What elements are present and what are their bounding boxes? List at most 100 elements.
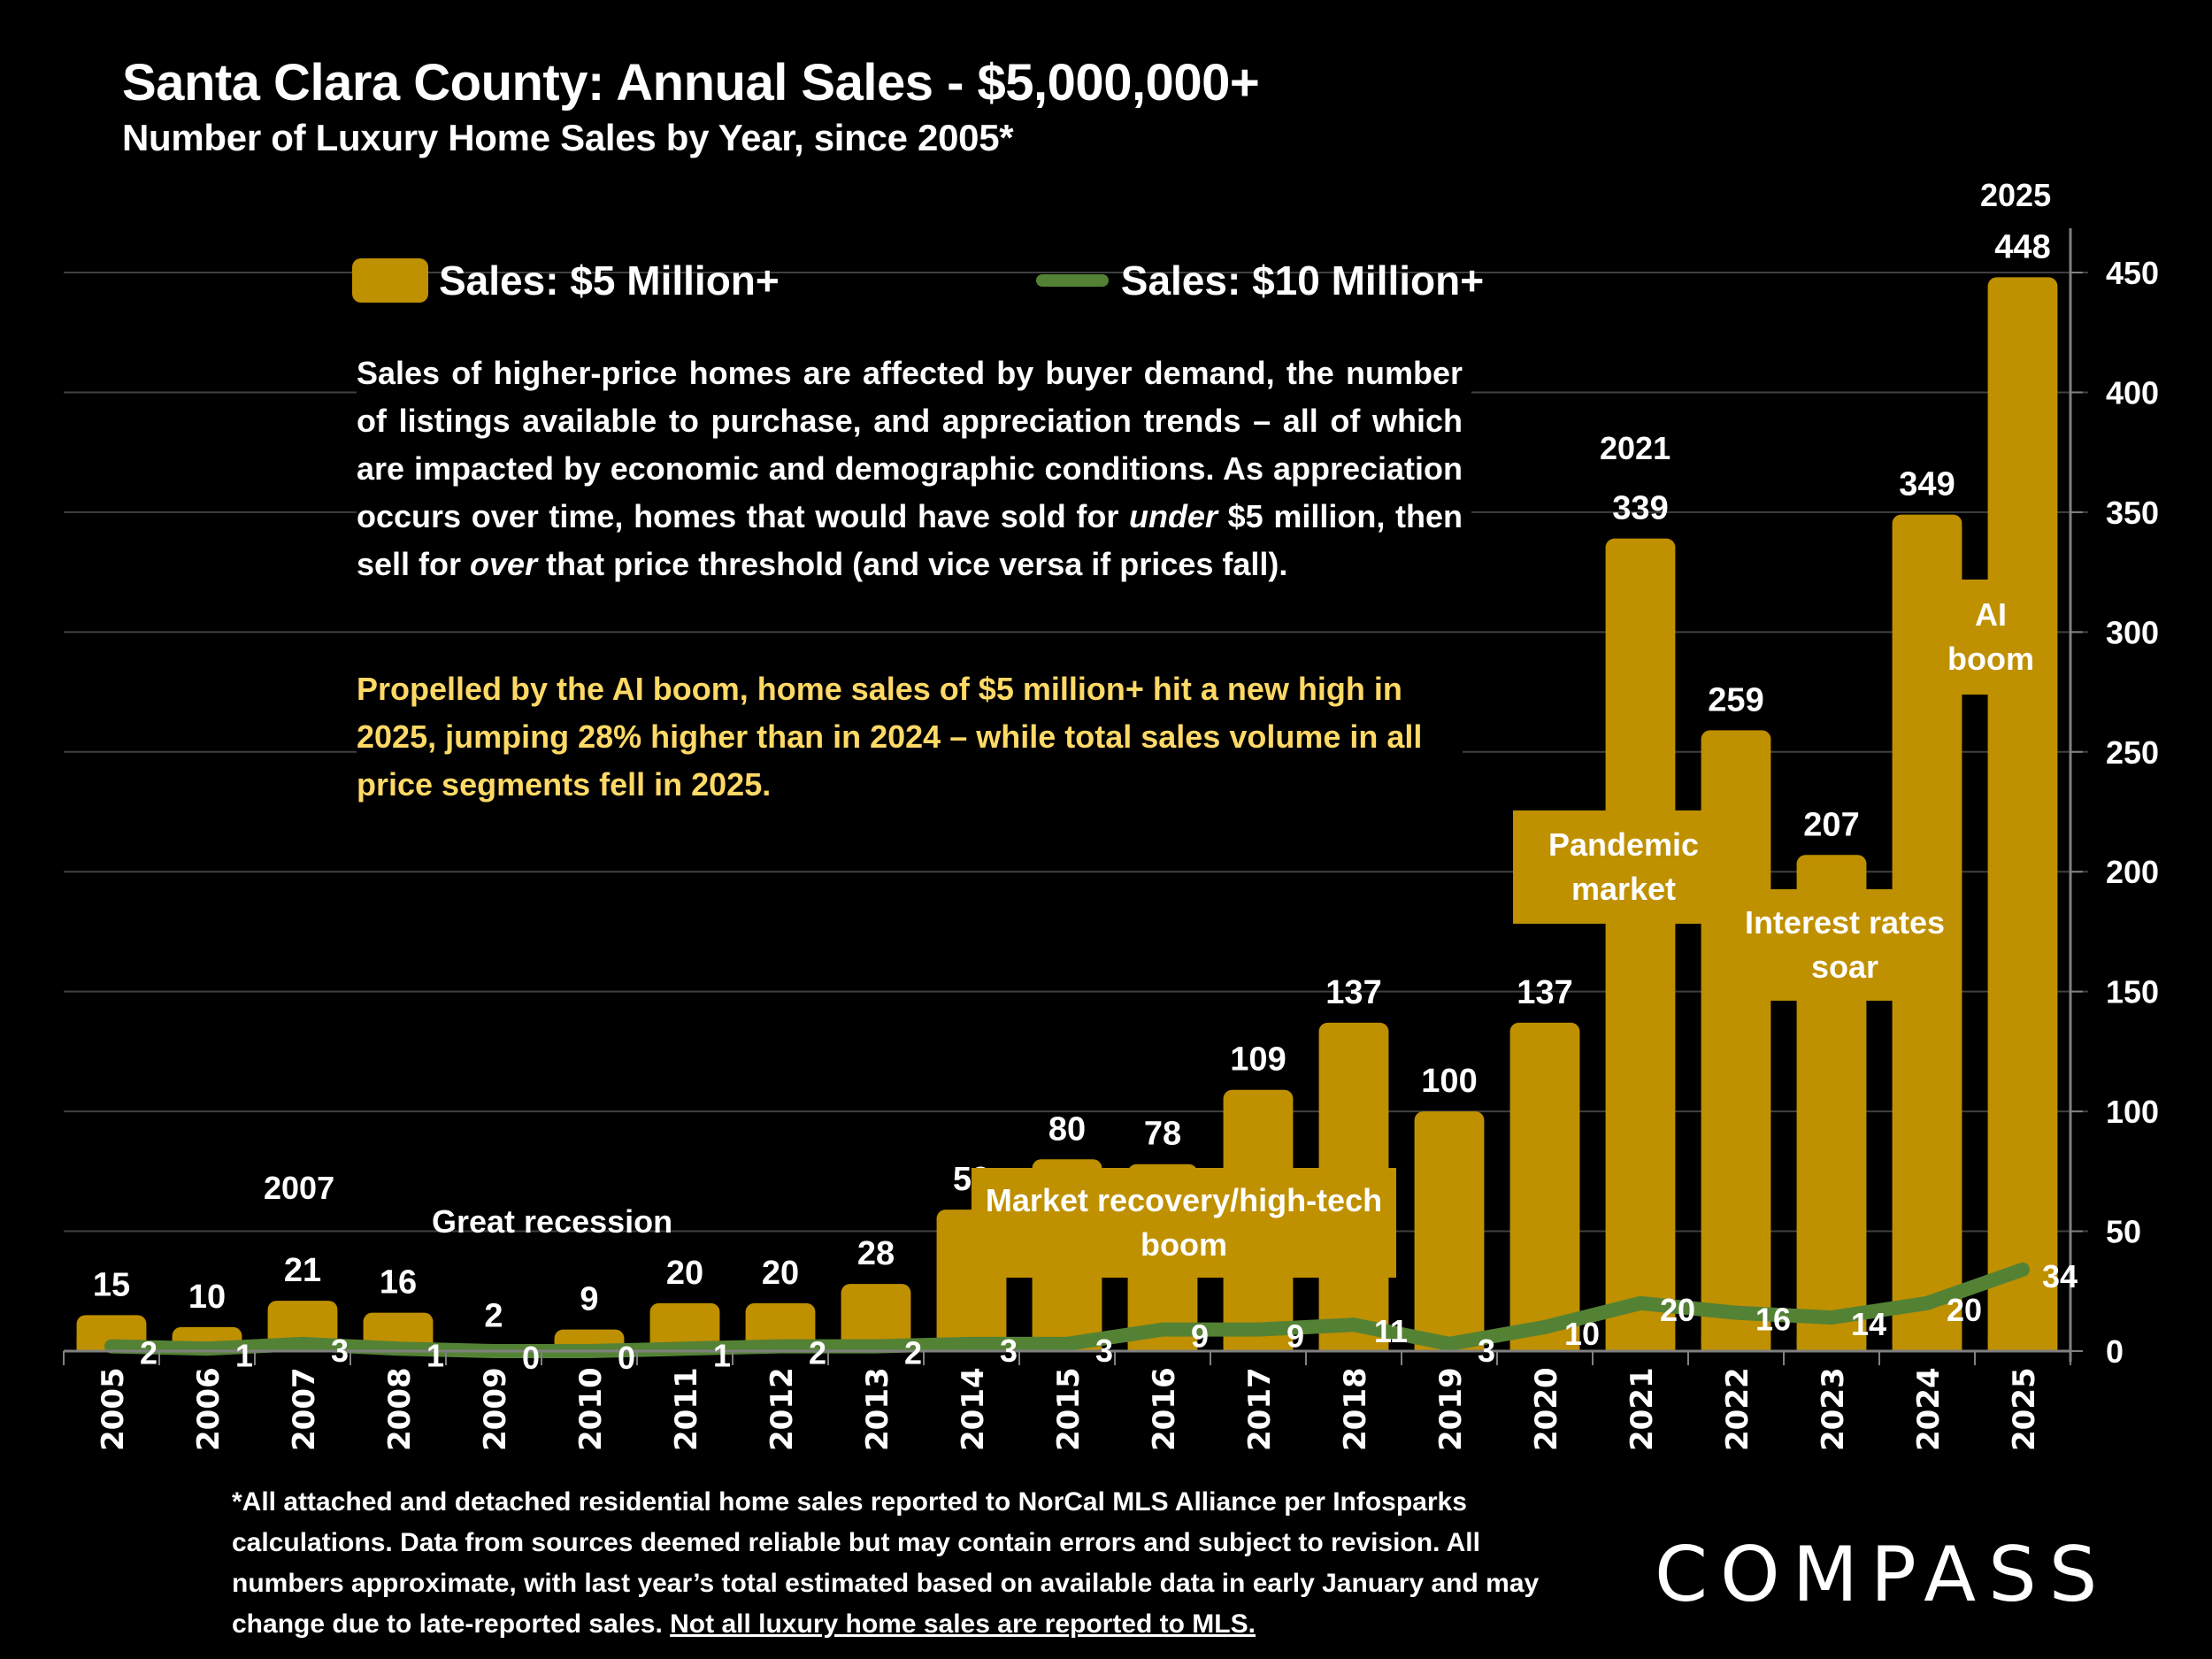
line-point <box>1926 1302 1928 1304</box>
y-tick-label: 150 <box>2106 974 2159 1010</box>
bar-base <box>1796 1340 1867 1351</box>
line-value-label: 3 <box>1478 1333 1495 1369</box>
line-point <box>2022 1268 2024 1271</box>
line-point <box>397 1348 399 1350</box>
bar-base <box>1318 1340 1389 1351</box>
y-tick-label: 450 <box>2106 255 2159 291</box>
bar-value-label: 339 <box>1612 490 1668 527</box>
bar <box>649 1302 720 1351</box>
bar-value-label: 10 <box>188 1279 226 1316</box>
bar-value-label: 21 <box>284 1252 321 1289</box>
line-value-label: 1 <box>713 1337 731 1373</box>
y-tick-label: 250 <box>2106 734 2159 771</box>
x-tick-label: 2018 <box>1338 1367 1373 1451</box>
footnote: *All attached and detached residential h… <box>232 1487 1540 1639</box>
legend-line-swatch <box>1035 274 1109 287</box>
line-value-label: 9 <box>1286 1318 1304 1355</box>
bar-value-label: 448 <box>1994 228 2050 265</box>
annotation-pandemic: Pandemic market <box>1513 810 1734 924</box>
line-point <box>684 1348 686 1350</box>
line-point <box>971 1342 972 1345</box>
bar-value-label: 100 <box>1421 1063 1477 1100</box>
x-tick-label: 2016 <box>1147 1367 1182 1451</box>
y-tick-label: 400 <box>2106 374 2159 411</box>
line-value-label: 0 <box>522 1340 540 1376</box>
legend-bar-swatch <box>352 258 428 303</box>
bar-value-label: 20 <box>666 1255 703 1292</box>
bar-value-label: 16 <box>380 1264 417 1302</box>
line-value-label: 16 <box>1755 1302 1791 1338</box>
x-tick-label: 2009 <box>478 1367 513 1451</box>
bar-base <box>1223 1340 1294 1351</box>
bar-value-label: 9 <box>580 1281 598 1318</box>
compass-logo: COMPASS <box>1655 1531 2110 1619</box>
x-tick-label: 2019 <box>1433 1367 1469 1451</box>
bar <box>1605 538 1676 1351</box>
chart-subtitle: Number of Luxury Home Sales by Year, sin… <box>122 117 1014 158</box>
x-tick-label: 2015 <box>1051 1367 1087 1451</box>
annotation-2007: 2007 <box>264 1170 335 1206</box>
y-tick-label: 50 <box>2106 1214 2141 1250</box>
line-point <box>1066 1342 1068 1345</box>
x-tick-label: 2020 <box>1529 1367 1564 1451</box>
bar-value-label: 259 <box>1708 681 1763 718</box>
bar-base <box>1701 1340 1771 1351</box>
line-value-label: 14 <box>1851 1306 1886 1342</box>
y-tick-label: 100 <box>2106 1094 2159 1130</box>
data-labels: 1510211629202028598078109137100137339259… <box>93 228 2078 1376</box>
line-point <box>302 1342 303 1345</box>
bar-value-label: 109 <box>1230 1041 1286 1079</box>
line-point <box>1448 1342 1450 1345</box>
x-tick-label: 2017 <box>1242 1367 1278 1451</box>
x-tick-label: 2006 <box>191 1367 227 1451</box>
line-value-label: 2 <box>809 1335 826 1371</box>
x-tick-label: 2012 <box>764 1367 800 1451</box>
y-tick-label: 0 <box>2106 1333 2124 1370</box>
line-point <box>1544 1325 1546 1328</box>
line-value-label: 20 <box>1947 1292 1982 1328</box>
x-tick-label: 2013 <box>860 1367 895 1451</box>
y-tick-label: 200 <box>2106 854 2159 890</box>
line-value-label: 3 <box>1095 1333 1113 1369</box>
bar <box>745 1302 816 1351</box>
line-point <box>1162 1328 1164 1331</box>
highlight-paragraph: Propelled by the AI boom, home sales of … <box>357 665 1463 853</box>
bar-value-label: 137 <box>1325 974 1381 1011</box>
footnote-mls-link[interactable]: Not all luxury home sales are reported t… <box>670 1609 1256 1639</box>
bar-value-label: 80 <box>1048 1110 1086 1148</box>
line-point <box>875 1345 877 1348</box>
legend-line-label: Sales: $10 Million+ <box>1120 257 1485 303</box>
line-point <box>206 1348 208 1350</box>
bar-value-label: 15 <box>93 1266 130 1303</box>
bar <box>841 1284 911 1351</box>
bar-base <box>1987 1340 2058 1351</box>
line-value-label: 3 <box>331 1333 349 1369</box>
x-tick-label: 2025 <box>2007 1367 2042 1451</box>
line-value-label: 3 <box>1000 1333 1018 1369</box>
line-value-label: 10 <box>1564 1316 1600 1352</box>
line-value-label: 34 <box>2042 1258 2078 1294</box>
x-tick-label: 2021 <box>1624 1367 1660 1451</box>
line-point <box>1735 1311 1737 1314</box>
bar-value-label: 28 <box>857 1235 895 1272</box>
annotation-great-recession: Great recession <box>432 1203 673 1240</box>
bar-value-label: 137 <box>1517 974 1572 1011</box>
bar-base <box>1605 1340 1676 1351</box>
line-value-label: 2 <box>904 1335 922 1371</box>
bar <box>1987 277 2058 1352</box>
line-point <box>1353 1324 1355 1326</box>
bar-value-label: 207 <box>1803 806 1859 843</box>
annotation-market-recovery: Market recovery/high-tech boom <box>972 1168 1396 1278</box>
line-value-label: 1 <box>235 1337 253 1373</box>
x-tick-label: 2023 <box>1816 1367 1851 1451</box>
line-point <box>780 1345 781 1348</box>
x-tick-label: 2007 <box>287 1367 322 1451</box>
bar-value-label: 349 <box>1899 466 1955 503</box>
bar <box>1509 1022 1580 1351</box>
y-tick-label: 300 <box>2106 614 2159 650</box>
line-point <box>1831 1317 1832 1319</box>
x-tick-label: 2011 <box>669 1367 704 1451</box>
legend-bar-label: Sales: $5 Million+ <box>439 257 780 303</box>
x-tick-label: 2014 <box>956 1367 991 1451</box>
